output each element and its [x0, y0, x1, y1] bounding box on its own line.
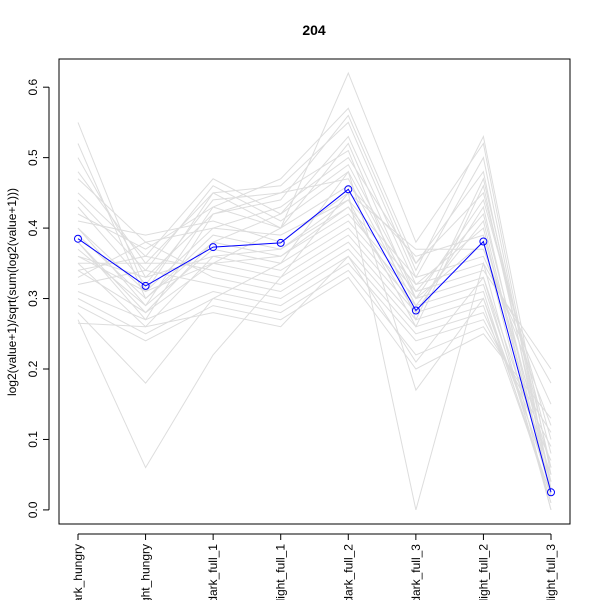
plot-frame — [58, 58, 571, 525]
background-series-line — [78, 234, 552, 504]
x-tick-label: dark_full_2 — [341, 544, 355, 600]
background-series-line — [77, 191, 552, 511]
background-series-line — [77, 170, 552, 440]
background-series-line — [77, 156, 552, 454]
highlight-point — [276, 238, 285, 247]
background-series-line — [77, 255, 552, 504]
highlight-point — [411, 306, 420, 315]
background-series-line — [77, 149, 552, 468]
background-series-line — [77, 184, 552, 482]
background-series-line — [77, 170, 552, 496]
background-series-line — [77, 205, 552, 496]
x-tick-label: dark_hungry — [71, 544, 85, 600]
y-tick-label: 0.5 — [26, 149, 40, 166]
background-series-line — [77, 227, 552, 489]
highlight-series-group — [74, 185, 555, 497]
y-tick-label: 0.4 — [26, 219, 40, 236]
background-series-line — [77, 241, 552, 496]
x-axis: dark_hungry light_hungry dark_full_1 light_… — [71, 533, 558, 600]
background-series-line — [77, 220, 552, 475]
y-tick-label: 0.3 — [26, 290, 40, 307]
chart-title: 204 — [302, 22, 326, 38]
x-tick-label: light_full_3 — [544, 544, 558, 600]
background-series-line — [77, 107, 552, 496]
y-axis-title: log2(value+1)/sqrt(sum(log2(value+1))) — [5, 188, 19, 396]
background-series-line — [77, 206, 552, 384]
x-tick-label: light_full_2 — [476, 544, 490, 600]
x-tick-label: dark_full_3 — [409, 544, 423, 600]
highlight-point — [209, 243, 218, 252]
background-series-line — [77, 178, 552, 496]
y-tick-label: 0.1 — [26, 431, 40, 448]
background-series-line — [77, 114, 552, 475]
x-tick-label: light_hungry — [139, 544, 153, 600]
background-series-group — [77, 71, 552, 511]
background-series-line — [77, 276, 552, 419]
background-series-line — [77, 241, 552, 482]
x-tick-label: dark_full_1 — [206, 544, 220, 600]
y-tick-label: 0.6 — [26, 79, 40, 96]
y-tick-label: 0.2 — [26, 360, 40, 377]
y-axis: 0.0 0.1 0.2 0.3 0.4 0.5 0.6 — [26, 79, 50, 518]
highlight-series-line — [77, 188, 552, 493]
background-series-line — [77, 163, 552, 482]
x-tick-label: light_full_1 — [274, 544, 288, 600]
highlight-point — [74, 234, 82, 243]
highlight-point — [141, 281, 150, 290]
background-series-line — [77, 121, 552, 489]
background-series-line — [77, 71, 552, 489]
highlight-point — [547, 488, 555, 497]
highlight-point — [479, 237, 488, 246]
y-tick-label: 0.0 — [26, 501, 40, 518]
highlight-point — [344, 185, 353, 194]
background-series-line — [77, 255, 552, 461]
background-series-line — [77, 185, 552, 468]
